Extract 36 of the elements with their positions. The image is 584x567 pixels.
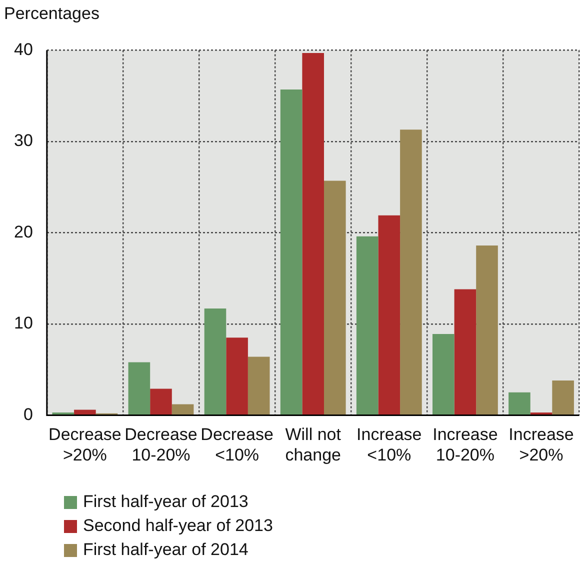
bar	[150, 388, 172, 415]
x-tick-label: Decrease >20%	[48, 425, 122, 464]
x-tick-label: Increase 10-20%	[432, 425, 498, 464]
y-tick-label: 40	[14, 40, 33, 59]
bar	[280, 89, 302, 415]
bar	[454, 289, 476, 415]
bar	[128, 362, 150, 415]
bar	[74, 410, 96, 415]
y-tick-label: 10	[14, 314, 33, 333]
x-tick-label: Will not change	[285, 425, 342, 464]
bar	[432, 334, 454, 415]
bar	[400, 130, 422, 415]
bar	[356, 236, 378, 415]
bar	[172, 404, 194, 415]
x-tick-label: Decrease 10-20%	[124, 425, 198, 464]
x-tick-label: Decrease <10%	[200, 425, 274, 464]
bar	[508, 392, 530, 415]
bar	[378, 215, 400, 415]
bar	[226, 338, 248, 415]
y-axis-title: Percentages	[3, 3, 100, 25]
bar	[204, 308, 226, 415]
legend-label: Second half-year of 2013	[83, 515, 273, 537]
bar	[302, 52, 324, 415]
bar	[248, 356, 270, 415]
legend-label: First half-year of 2014	[83, 539, 248, 561]
bar	[530, 412, 552, 415]
x-tick-label: Increase >20%	[508, 425, 574, 464]
y-tick-label: 20	[14, 222, 33, 242]
bar	[52, 412, 74, 415]
y-tick-label: 0	[23, 404, 33, 424]
bar	[476, 245, 498, 415]
bar	[324, 180, 346, 415]
bar	[552, 380, 574, 415]
y-tick-label: 30	[14, 131, 33, 150]
legend-label: First half-year of 2013	[83, 491, 248, 513]
x-tick-label: Increase <10%	[356, 425, 422, 464]
